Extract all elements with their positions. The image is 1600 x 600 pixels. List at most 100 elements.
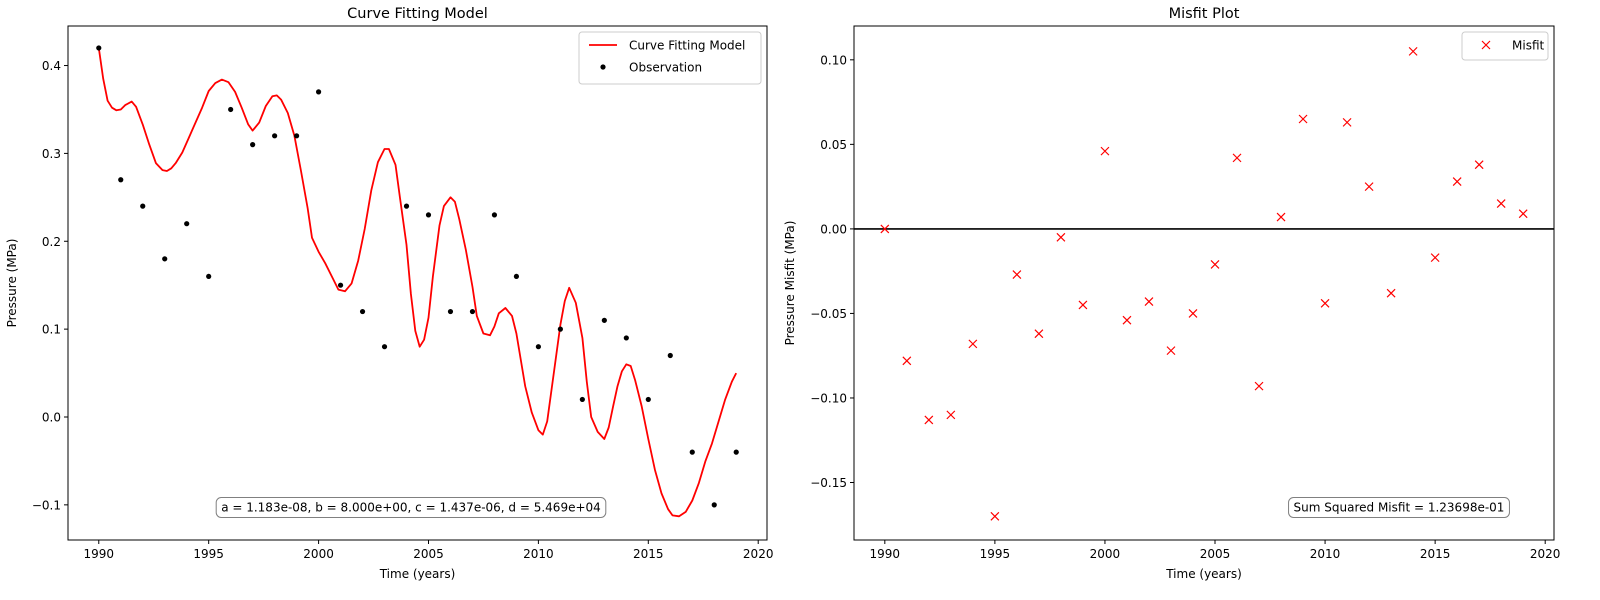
legend-box: [1461, 31, 1549, 61]
x-tick-label: 1990: [84, 547, 115, 561]
misfit-marker: [1452, 177, 1462, 186]
axes-frame: [67, 25, 768, 541]
observation-point: [447, 308, 454, 315]
x-tick-label: 2005: [413, 547, 444, 561]
annotation-text: Sum Squared Misfit = 1.23698e-01: [1294, 501, 1505, 515]
misfit-marker: [1188, 309, 1198, 318]
observation-point: [645, 396, 651, 403]
observation-point: [557, 326, 563, 332]
observation-point: [403, 203, 410, 209]
x-tick-label: 2010: [1310, 547, 1341, 561]
y-tick-label: 0.1: [42, 323, 61, 337]
observation-point: [294, 133, 300, 139]
x-tick-label: 2015: [1420, 547, 1451, 561]
misfit-marker: [1430, 253, 1440, 263]
y-tick-label: 0.05: [820, 138, 847, 152]
observation-point: [535, 344, 541, 350]
x-tick-label: 2000: [303, 547, 334, 561]
y-tick-label: 0.4: [42, 59, 61, 73]
observation-point: [733, 449, 739, 455]
x-tick-label: 1995: [980, 547, 1011, 561]
x-tick-label: 2005: [1200, 547, 1231, 561]
y-tick-label: −0.1: [32, 498, 61, 512]
observation-point: [140, 203, 146, 209]
x-tick-label: 2000: [1090, 547, 1121, 561]
legend-label: Curve Fitting Model: [629, 39, 745, 53]
model-curve-line: [97, 47, 738, 518]
misfit-marker: [880, 224, 890, 234]
y-axis-label: Pressure (MPa): [5, 239, 19, 328]
legend-label: Misfit: [1512, 39, 1544, 53]
observation-point: [315, 89, 322, 95]
misfit-marker: [924, 415, 934, 425]
y-tick-label: −0.05: [810, 307, 847, 321]
x-tick-label: 2020: [1530, 547, 1561, 561]
misfit-marker: [1276, 212, 1286, 222]
misfit-marker: [1496, 199, 1506, 208]
misfit-marker: [1122, 315, 1132, 325]
observation-point: [689, 449, 695, 455]
observation-point: [206, 273, 212, 280]
misfit-marker: [1474, 160, 1484, 170]
misfit-marker: [1298, 114, 1308, 124]
observation-point: [601, 317, 607, 323]
misfit-marker: [990, 511, 1000, 521]
misfit-marker: [1166, 346, 1176, 356]
misfit-marker: [1078, 300, 1088, 310]
misfit-marker: [946, 410, 956, 420]
observation-point: [491, 212, 498, 218]
observation-point: [337, 282, 344, 288]
misfit-marker: [1408, 46, 1418, 56]
observation-point: [513, 273, 520, 280]
y-tick-label: −0.10: [810, 391, 847, 405]
observation-point: [250, 142, 256, 148]
observation-point: [272, 133, 278, 139]
legend: Misfit: [1461, 31, 1549, 61]
y-tick-label: −0.15: [810, 476, 847, 490]
annotation-box: [215, 497, 607, 518]
annotation: Sum Squared Misfit = 1.23698e-01: [1288, 497, 1510, 518]
annotation-text: a = 1.183e-08, b = 8.000e+00, c = 1.437e…: [221, 501, 601, 515]
misfit-marker: [1342, 117, 1352, 127]
misfit-marker: [1210, 259, 1220, 269]
y-tick-label: 0.10: [820, 53, 847, 67]
observation-point: [667, 352, 673, 359]
legend-point-swatch: [600, 64, 606, 70]
observation-point: [579, 396, 585, 403]
observation-point: [711, 502, 717, 508]
annotation-box: [1288, 497, 1510, 518]
chart-title: Curve Fitting Model: [347, 6, 488, 22]
x-tick-label: 2020: [743, 547, 774, 561]
y-tick-label: 0.3: [42, 147, 61, 161]
observation-point: [96, 45, 102, 51]
misfit-marker: [968, 339, 978, 349]
misfit-marker: [1056, 232, 1066, 242]
misfit-marker: [1320, 298, 1330, 308]
y-tick-label: 0.2: [42, 235, 61, 249]
legend-box: [578, 31, 762, 85]
observation-point: [359, 308, 366, 315]
observation-point: [118, 177, 124, 183]
observation-point: [162, 256, 168, 262]
y-tick-label: 0.00: [820, 222, 847, 236]
x-axis-label: Time (years): [379, 567, 456, 581]
observation-point: [381, 344, 388, 350]
y-tick-label: 0.0: [42, 410, 61, 424]
legend-label: Observation: [629, 61, 702, 75]
misfit-marker: [1034, 329, 1044, 339]
observation-point: [425, 212, 432, 218]
misfit-marker: [1232, 153, 1242, 163]
legend: Curve Fitting Model Observation: [578, 31, 762, 85]
x-tick-label: 2015: [633, 547, 664, 561]
misfit-marker: [1386, 288, 1396, 298]
misfit-marker: [1144, 297, 1154, 307]
misfit-marker: [1100, 146, 1110, 156]
observation-point: [469, 308, 476, 315]
observation-point: [623, 335, 629, 341]
observation-point: [228, 106, 234, 113]
x-tick-label: 1990: [870, 547, 901, 561]
chart-title: Misfit Plot: [1169, 6, 1240, 22]
curve-fitting-chart: 1990 1995 2000 2005 2010 2015 2020 −0.1 0.0 0.1 0.…: [5, 6, 773, 581]
axes-frame: [853, 25, 1555, 541]
